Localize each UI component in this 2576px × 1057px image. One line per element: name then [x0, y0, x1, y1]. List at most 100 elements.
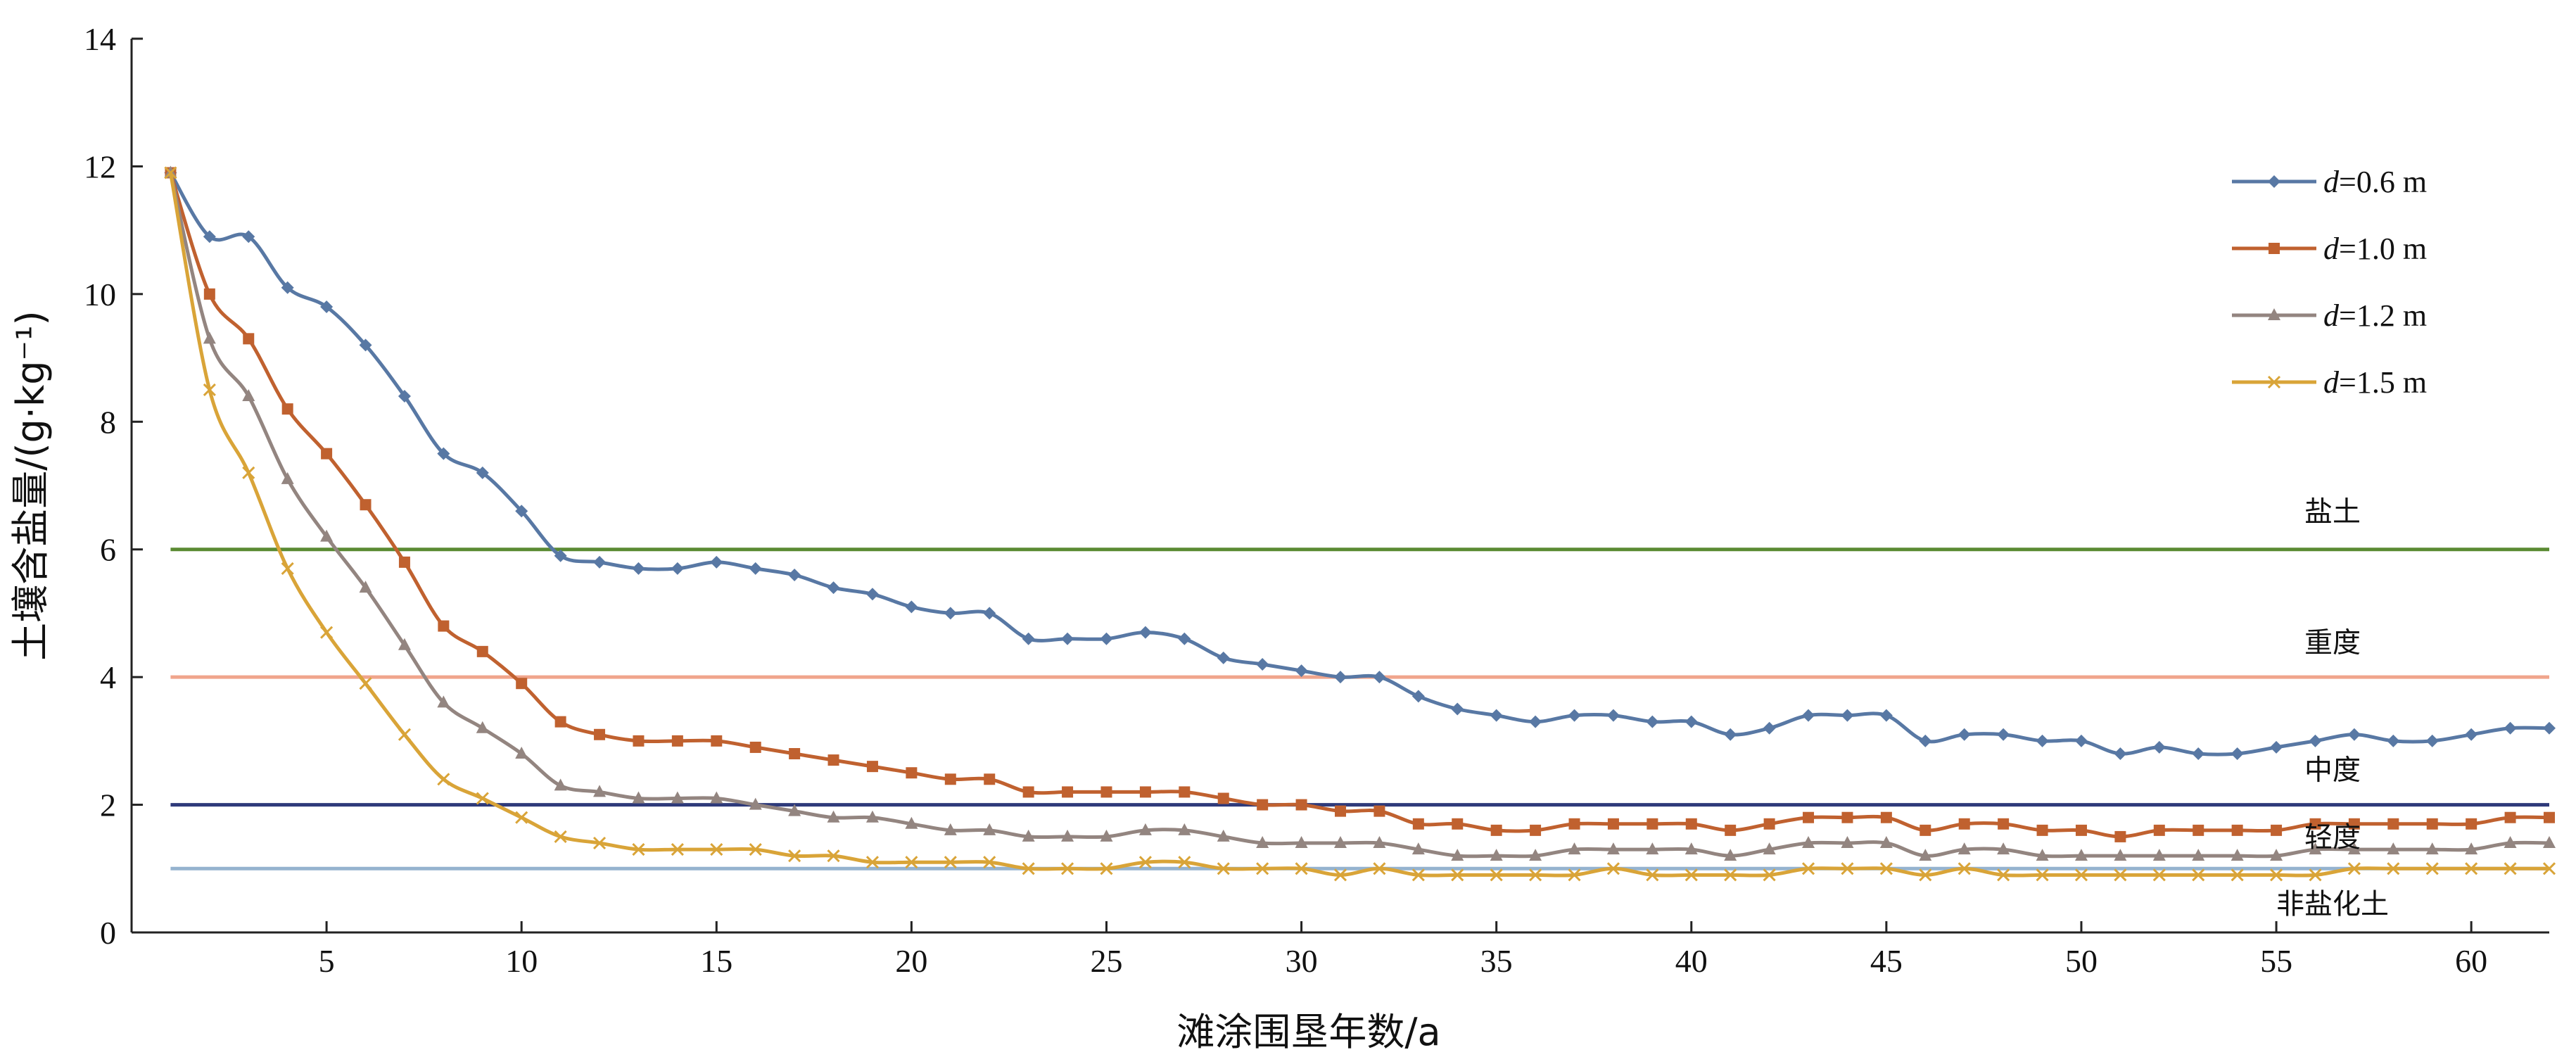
data-point-0 — [476, 466, 489, 479]
data-point-3 — [1451, 868, 1464, 882]
data-point-3 — [788, 849, 801, 863]
data-point-1 — [749, 741, 761, 753]
legend-label-3: d=1.5 m — [2323, 365, 2427, 400]
data-point-0 — [671, 562, 684, 575]
data-point-2 — [1022, 829, 1035, 842]
data-point-2 — [2387, 842, 2400, 855]
data-point-0 — [1411, 690, 1425, 703]
data-point-2 — [944, 823, 957, 835]
data-point-0 — [1451, 702, 1464, 716]
data-point-0 — [788, 569, 801, 581]
data-point-0 — [593, 555, 607, 569]
data-point-3 — [592, 836, 607, 850]
data-point-2 — [1646, 842, 1659, 855]
data-point-1 — [1335, 805, 1346, 817]
data-point-1 — [2153, 824, 2165, 836]
data-point-2 — [2425, 842, 2439, 855]
data-point-3 — [1490, 868, 1503, 882]
data-point-2 — [476, 721, 489, 733]
data-point-3 — [1763, 868, 1776, 882]
data-point-1 — [321, 448, 333, 460]
data-point-1 — [2193, 824, 2204, 836]
axis-ticks: 0 2 4 6 8 10 12 14 5 10 15 20 25 30 35 40 45 50 55 60 — [84, 21, 2487, 979]
x-tick-label: 55 — [2260, 943, 2292, 979]
data-point-1 — [1685, 818, 1697, 830]
data-point-3 — [1529, 868, 1542, 882]
data-point-1 — [1100, 786, 1112, 798]
data-point-3 — [1919, 868, 1932, 882]
legend-label-2: d=1.2 m — [2323, 298, 2427, 333]
data-point-2 — [1217, 829, 1230, 842]
data-point-2 — [359, 581, 372, 593]
y-tick-label: 2 — [100, 787, 116, 823]
x-axis-title: 滩涂围垦年数/a — [1176, 1010, 1440, 1054]
data-point-3 — [1724, 868, 1737, 882]
data-point-1 — [2426, 818, 2438, 830]
data-point-0 — [320, 300, 334, 313]
data-point-2 — [2231, 849, 2244, 861]
data-point-0 — [749, 562, 762, 575]
data-point-3 — [1646, 868, 1659, 882]
legend-item-1: d=1.0 m — [2232, 232, 2427, 266]
y-tick-label: 0 — [100, 915, 116, 951]
data-point-0 — [2231, 747, 2244, 760]
data-point-3 — [1138, 856, 1152, 869]
data-point-2 — [281, 471, 294, 484]
data-point-1 — [360, 499, 372, 511]
data-point-1 — [516, 678, 528, 690]
data-point-1 — [281, 403, 293, 415]
legend-marker-3 — [2267, 375, 2281, 389]
data-point-2 — [1256, 836, 1269, 848]
data-point-2 — [320, 529, 334, 542]
data-point-3 — [203, 383, 216, 396]
data-point-0 — [1802, 709, 1815, 722]
data-point-1 — [2036, 824, 2048, 836]
data-point-3 — [2114, 868, 2127, 882]
data-point-1 — [554, 716, 566, 728]
data-point-1 — [1841, 811, 1853, 823]
data-point-2 — [827, 810, 840, 823]
y-tick-label: 12 — [84, 148, 116, 184]
data-point-3 — [710, 843, 723, 856]
data-series — [164, 165, 2556, 882]
zone-label: 重度 — [2304, 626, 2361, 659]
data-point-2 — [1802, 836, 1815, 848]
data-point-3 — [1606, 862, 1620, 875]
legend-item-3: d=1.5 m — [2232, 365, 2427, 400]
data-point-3 — [1958, 862, 1971, 875]
x-tick-label: 40 — [1675, 943, 1708, 979]
data-point-2 — [2114, 849, 2127, 861]
data-point-2 — [2309, 842, 2322, 855]
data-point-0 — [1061, 632, 1074, 645]
data-point-3 — [1178, 856, 1191, 869]
data-point-2 — [1061, 829, 1074, 842]
data-point-2 — [865, 810, 879, 823]
data-point-1 — [711, 735, 723, 747]
data-point-3 — [2465, 862, 2478, 875]
data-point-2 — [905, 816, 918, 829]
data-point-2 — [1684, 842, 1698, 855]
data-point-3 — [2504, 862, 2517, 875]
data-point-1 — [2271, 824, 2283, 836]
zone-label: 非盐化土 — [2276, 888, 2389, 920]
x-tick-label: 20 — [895, 943, 927, 979]
data-point-2 — [2347, 842, 2361, 855]
data-point-1 — [944, 773, 956, 785]
y-tick-label: 14 — [84, 21, 116, 57]
y-tick-label: 8 — [100, 404, 116, 440]
data-point-1 — [1217, 792, 1229, 804]
data-point-0 — [710, 555, 723, 569]
data-point-2 — [203, 331, 216, 344]
y-axis-title: 土壤含盐量/(g·kg⁻¹) — [8, 310, 53, 660]
data-point-2 — [632, 791, 645, 804]
x-tick-label: 30 — [1286, 943, 1318, 979]
data-point-0 — [865, 588, 879, 601]
legend-item-0: d=0.6 m — [2232, 165, 2427, 199]
data-point-1 — [1490, 824, 1502, 836]
x-tick-label: 60 — [2455, 943, 2487, 979]
data-point-1 — [1139, 786, 1151, 798]
data-point-0 — [1919, 734, 1932, 747]
data-point-1 — [1647, 818, 1658, 830]
data-point-1 — [2504, 811, 2516, 823]
